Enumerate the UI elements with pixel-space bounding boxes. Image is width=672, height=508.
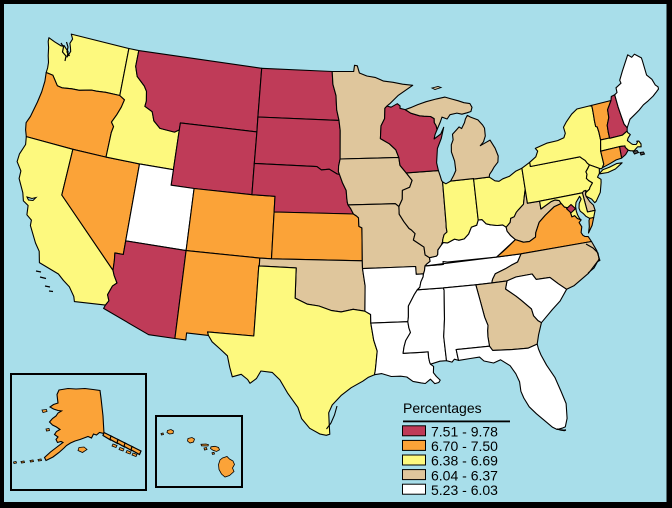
svg-text:6.38 - 6.69: 6.38 - 6.69 xyxy=(431,453,498,469)
svg-text:7.51 - 9.78: 7.51 - 9.78 xyxy=(431,424,498,440)
svg-text:Percentages: Percentages xyxy=(403,400,482,416)
svg-text:5.23 - 6.03: 5.23 - 6.03 xyxy=(431,482,498,498)
svg-text:6.04 - 6.37: 6.04 - 6.37 xyxy=(431,467,498,483)
svg-text:6.70 - 7.50: 6.70 - 7.50 xyxy=(431,438,498,454)
